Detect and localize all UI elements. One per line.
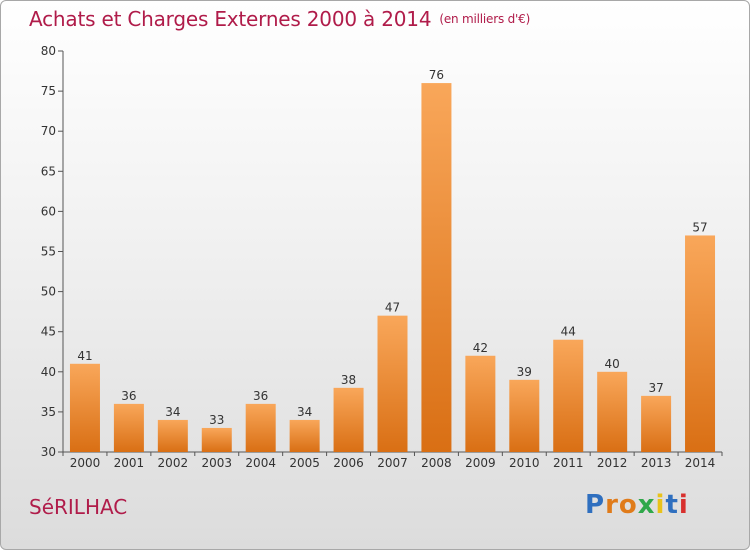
x-tick-label-2000: 2000 <box>70 456 101 470</box>
y-tick-label: 60 <box>41 204 56 218</box>
data-label-2002: 34 <box>165 405 180 419</box>
logo-letter: o <box>618 490 638 520</box>
data-label-2000: 41 <box>77 349 92 363</box>
data-label-2008: 76 <box>429 68 444 82</box>
data-label-2012: 40 <box>605 357 620 371</box>
chart-bars <box>69 83 716 452</box>
bar-2002 <box>157 419 188 452</box>
y-tick-label: 50 <box>41 285 56 299</box>
x-tick-label-2005: 2005 <box>289 456 320 470</box>
data-label-2001: 36 <box>121 389 136 403</box>
y-tick-label: 65 <box>41 164 56 178</box>
data-label-2013: 37 <box>648 381 663 395</box>
logo-letter: P <box>585 490 606 520</box>
bar-2010 <box>509 379 540 452</box>
bar-2009 <box>465 355 496 452</box>
data-label-2010: 39 <box>517 365 532 379</box>
x-tick-label-2011: 2011 <box>553 456 584 470</box>
data-label-2003: 33 <box>209 413 224 427</box>
bar-2005 <box>289 419 320 452</box>
logo-letter: r <box>605 490 619 520</box>
y-tick-label: 30 <box>41 445 56 459</box>
data-label-2014: 57 <box>692 220 707 234</box>
chart-data-labels: 41 36 34 33 36 34 38 47 76 42 39 44 40 37 57 <box>77 68 707 427</box>
proxiti-logo: Proxiti <box>585 490 689 520</box>
x-tick-label-2008: 2008 <box>421 456 452 470</box>
bar-2008 <box>421 83 452 452</box>
x-tick-label-2003: 2003 <box>201 456 232 470</box>
logo-letter: i <box>678 490 689 520</box>
bar-2011 <box>553 339 584 452</box>
y-tick-label: 55 <box>41 245 56 259</box>
y-tick-label: 45 <box>41 325 56 339</box>
data-label-2004: 36 <box>253 389 268 403</box>
bar-2006 <box>333 387 364 452</box>
x-tick-label-2001: 2001 <box>114 456 145 470</box>
bar-2001 <box>113 403 144 452</box>
logo-letter: i <box>655 490 666 520</box>
bar-2000 <box>69 363 100 452</box>
x-tick-label-2006: 2006 <box>333 456 364 470</box>
data-label-2005: 34 <box>297 405 312 419</box>
chart-axes: 30 35 40 45 50 55 60 65 70 75 80 2000 2001 2002 2003 20… <box>41 44 723 470</box>
y-tick-label: 35 <box>41 405 56 419</box>
y-tick-label: 80 <box>41 44 56 58</box>
chart-title: Achats et Charges Externes 2000 à 2014 (e… <box>29 7 530 31</box>
x-tick-label-2009: 2009 <box>465 456 496 470</box>
x-tick-label-2013: 2013 <box>641 456 672 470</box>
bar-2003 <box>201 427 232 452</box>
x-tick-label-2002: 2002 <box>158 456 189 470</box>
data-label-2009: 42 <box>473 341 488 355</box>
bar-2013 <box>641 395 672 452</box>
bar-2004 <box>245 403 276 452</box>
x-tick-label-2010: 2010 <box>509 456 540 470</box>
x-tick-label-2012: 2012 <box>597 456 628 470</box>
logo-letter: t <box>665 490 679 520</box>
logo-letter: x <box>637 490 656 520</box>
y-tick-label: 70 <box>41 124 56 138</box>
bar-2014 <box>685 235 716 452</box>
chart-title-text: Achats et Charges Externes 2000 à 2014 <box>29 7 432 31</box>
data-label-2006: 38 <box>341 373 356 387</box>
data-label-2011: 44 <box>561 325 576 339</box>
x-tick-label-2004: 2004 <box>245 456 276 470</box>
x-tick-label-2007: 2007 <box>377 456 408 470</box>
y-tick-label: 40 <box>41 365 56 379</box>
bar-2007 <box>377 315 408 452</box>
x-tick-label-2014: 2014 <box>685 456 716 470</box>
y-tick-label: 75 <box>41 84 56 98</box>
bar-2012 <box>597 371 628 452</box>
data-label-2007: 47 <box>385 301 400 315</box>
commune-name: SéRILHAC <box>29 495 128 519</box>
chart-subtitle: (en milliers d'€) <box>439 12 531 26</box>
